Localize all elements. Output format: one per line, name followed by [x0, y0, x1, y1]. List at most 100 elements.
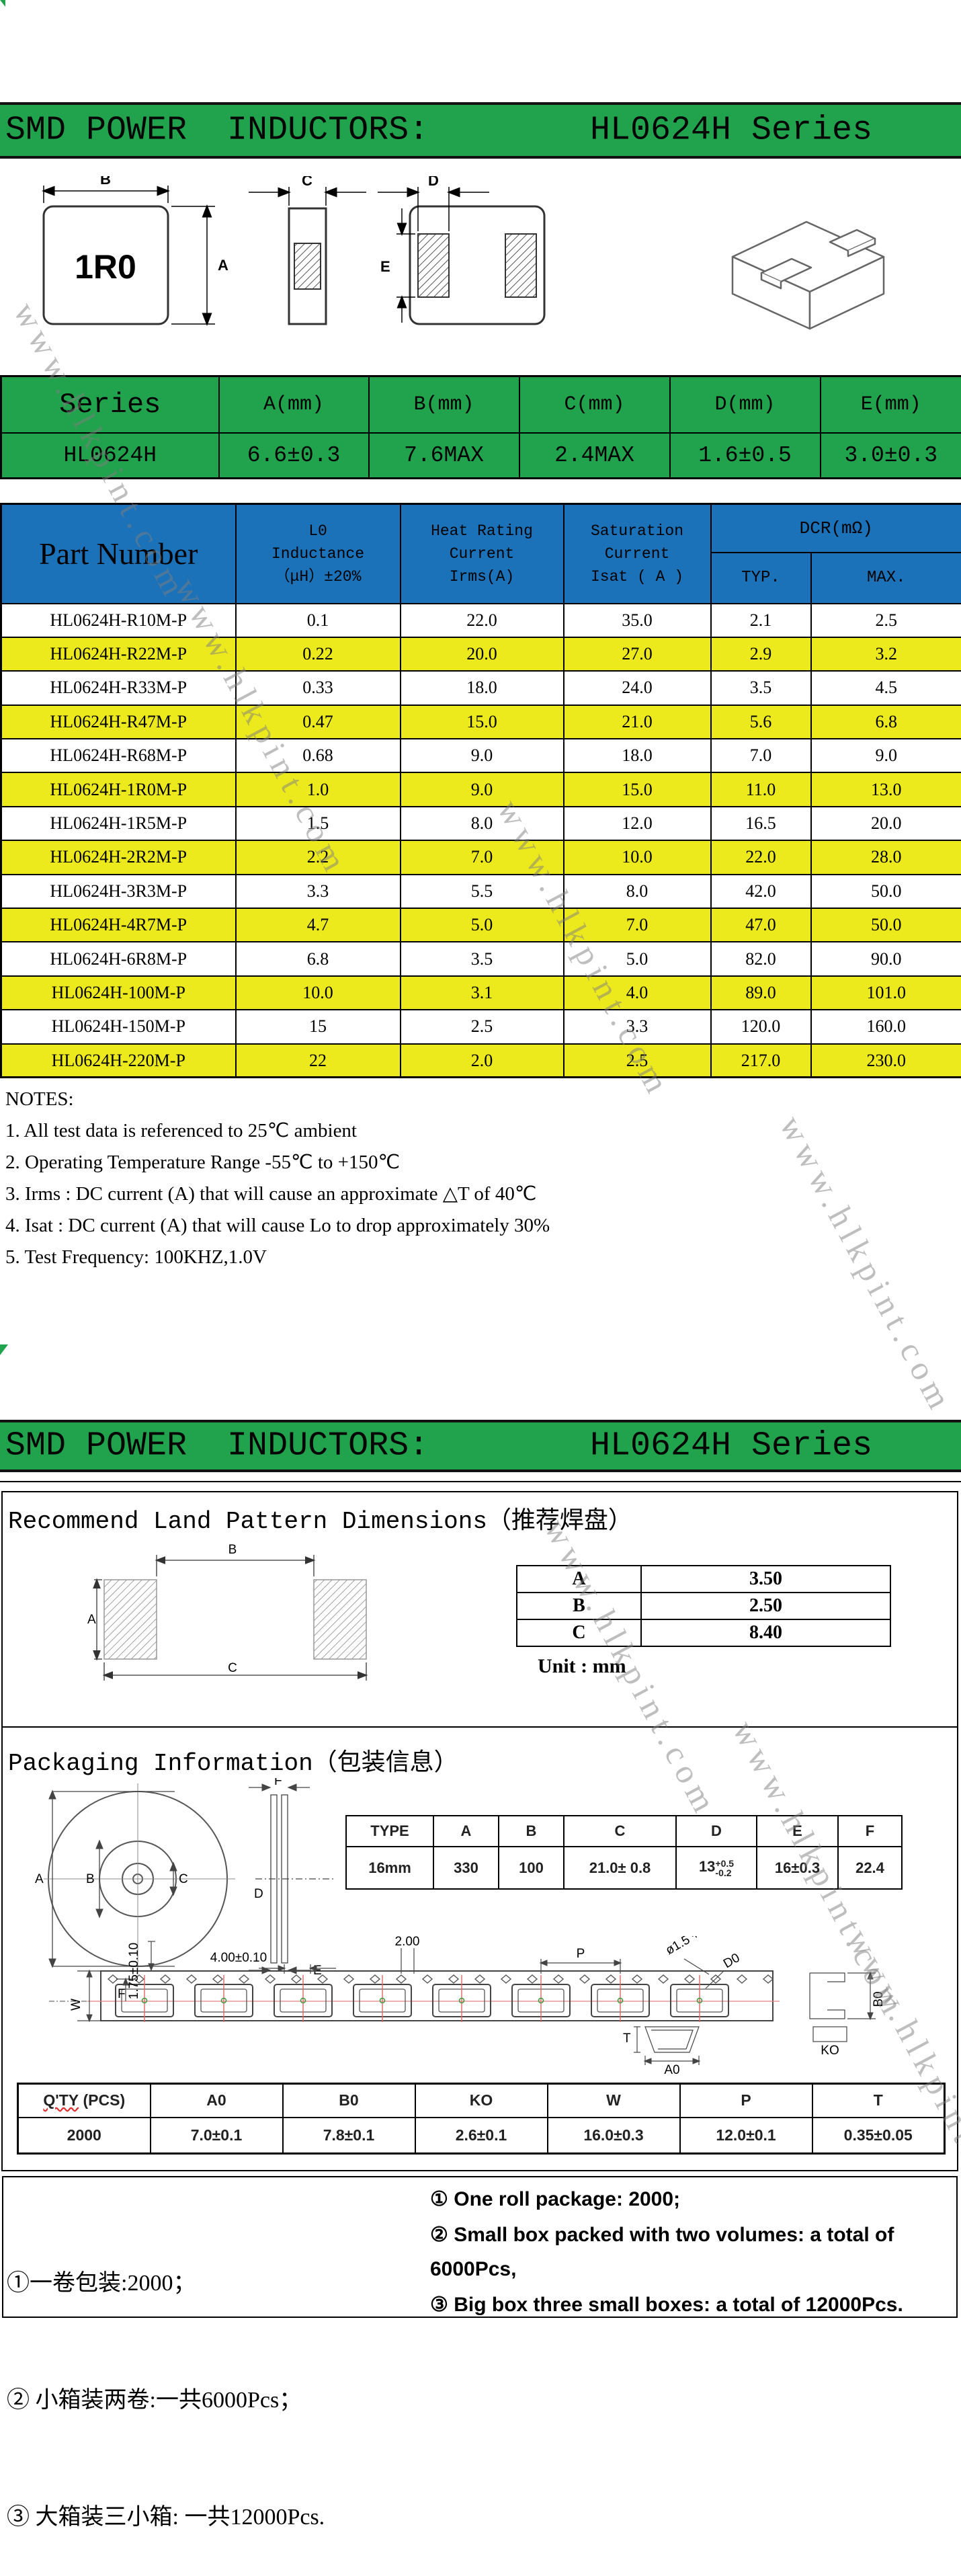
table-cell: 10.0: [236, 976, 401, 1010]
table-cell: 15.0: [401, 705, 564, 739]
header-line: Saturation: [565, 520, 710, 542]
table-cell: 18.0: [564, 739, 711, 772]
table-cell: 5.6: [711, 705, 811, 739]
note-item: ③ 大箱装三小箱: 一共12000Pcs.: [7, 2498, 423, 2537]
table-cell: 9.0: [401, 739, 564, 772]
cell: 7.0±0.1: [151, 2118, 283, 2154]
table-cell: 82.0: [711, 942, 811, 975]
land-pattern-title: Recommend Land Pattern Dimensions（推荐焊盘）: [8, 1500, 632, 1535]
table-cell: 6.8: [811, 705, 961, 739]
table-cell: 4.7: [236, 908, 401, 942]
table-cell: HL0624H-2R2M-P: [1, 840, 236, 874]
table-cell: 2.0: [401, 1044, 564, 1078]
component-3d-drawing: [692, 190, 921, 351]
table-cell: 2.1: [711, 604, 811, 637]
watermark: www.hlkpint.com: [772, 1109, 961, 1420]
notes-title: NOTES:: [5, 1084, 550, 1115]
table-cell: HL0624H: [1, 433, 219, 479]
table-cell: 3.5: [711, 671, 811, 705]
page-title: SMD POWER INDUCTORS:: [5, 1427, 429, 1465]
table-header-row: Part Number L0 Inductance （μH）±20% Heat …: [1, 504, 961, 553]
table-cell: 101.0: [811, 976, 961, 1010]
col-header: D(mm): [670, 376, 821, 433]
table-cell: 16.5: [711, 807, 811, 840]
carrier-tape-diagram: 4.00±0.10 2.00 P ø1.5 +0.1/-0 D0 W F 1.7…: [37, 1936, 924, 2077]
table-cell: 50.0: [811, 908, 961, 942]
table-cell: 90.0: [811, 942, 961, 975]
table-cell: HL0624H-R68M-P: [1, 739, 236, 772]
col-header-qty: Q'TY (PCS): [18, 2084, 151, 2118]
table-cell: 4.0: [564, 976, 711, 1010]
tape-dim-hole: ø1.5 +0.1/-0: [663, 1936, 730, 1958]
notes-section: NOTES: 1. All test data is referenced to…: [5, 1084, 550, 1273]
header-line: L0: [237, 520, 400, 542]
table-header-row: Series A(mm) B(mm) C(mm) D(mm) E(mm): [1, 376, 961, 433]
cell-f: 22.4: [838, 1847, 902, 1889]
note-item: 1. All test data is referenced to 25℃ am…: [5, 1115, 550, 1147]
dim-b-label: B: [228, 1543, 237, 1557]
d-sup: +0.5: [715, 1859, 734, 1868]
col-header: A: [433, 1816, 499, 1847]
table-cell: 7.0: [401, 840, 564, 874]
tape-dim-w: W: [69, 1999, 83, 2011]
table-cell: 42.0: [711, 875, 811, 908]
col-header: B0: [283, 2084, 415, 2118]
table-cell: 22: [236, 1044, 401, 1078]
table-cell: 9.0: [401, 772, 564, 806]
table-cell: 22.0: [711, 840, 811, 874]
page-title: SMD POWER INDUCTORS:: [5, 112, 429, 150]
table-cell: 13.0: [811, 772, 961, 806]
cell-type: 16mm: [346, 1847, 433, 1889]
table-cell: 230.0: [811, 1044, 961, 1078]
tape-dim-t: T: [623, 2031, 631, 2046]
header-line: Isat ( A ): [565, 565, 710, 588]
table-cell: HL0624H-R33M-P: [1, 671, 236, 705]
reel-dim-f: F: [274, 1778, 282, 1788]
table-cell: HL0624H-6R8M-P: [1, 942, 236, 975]
table-cell: 20.0: [811, 807, 961, 840]
package-dimension-diagram: 1R0 B A C D E: [7, 176, 638, 356]
dim-e-label: E: [380, 258, 390, 275]
inductance-header: L0 Inductance （μH）±20%: [236, 504, 401, 604]
header-line: Inductance: [237, 542, 400, 565]
series-dimension-table: Series A(mm) B(mm) C(mm) D(mm) E(mm) HL0…: [0, 375, 961, 479]
table-cell: 50.0: [811, 875, 961, 908]
table-cell: 2.2: [236, 840, 401, 874]
print-artifact: [0, 0, 5, 7]
footer-notes-english: ① One roll package: 2000; ② Small box pa…: [430, 2182, 954, 2323]
note-item: 5. Test Frequency: 100KHZ,1.0V: [5, 1242, 550, 1273]
table-cell: 8.40: [641, 1619, 890, 1646]
table-cell: 3.3: [236, 875, 401, 908]
table-cell: 12.0: [564, 807, 711, 840]
table-cell: 3.3: [564, 1010, 711, 1043]
col-header: C(mm): [519, 376, 670, 433]
cell: 2000: [18, 2118, 151, 2154]
cell: 7.8±0.1: [283, 2118, 415, 2154]
header-line: Heat Rating: [401, 520, 563, 542]
d-base: 13: [699, 1858, 715, 1875]
land-pattern-diagram: B A C: [87, 1543, 383, 1687]
col-header: W: [548, 2084, 680, 2118]
note-item: 2. Operating Temperature Range -55℃ to +…: [5, 1147, 550, 1178]
table-cell: 1.6±0.5: [670, 433, 821, 479]
table-cell: 160.0: [811, 1010, 961, 1043]
col-header: B(mm): [369, 376, 519, 433]
note-item: ① One roll package: 2000;: [430, 2182, 954, 2216]
table-cell: C: [517, 1619, 641, 1646]
table-cell: 11.0: [711, 772, 811, 806]
part-number-spec-table: Part Number L0 Inductance （μH）±20% Heat …: [0, 503, 961, 1078]
table-cell: 120.0: [711, 1010, 811, 1043]
note-item: ② Small box packed with two volumes: a t…: [430, 2218, 954, 2286]
tape-dim-2mm: 2.00: [395, 1936, 420, 1949]
table-cell: 3.0±0.3: [821, 433, 961, 479]
reel-spec-table: TYPE A B C D E F 16mm 330 100 21.0± 0.8 …: [345, 1815, 903, 1890]
cell-d: 13+0.5-0.2: [676, 1847, 757, 1889]
tape-dim-a0: A0: [664, 2063, 679, 2077]
part-number-header: Part Number: [1, 504, 236, 604]
table-cell: 2.50: [641, 1593, 890, 1619]
